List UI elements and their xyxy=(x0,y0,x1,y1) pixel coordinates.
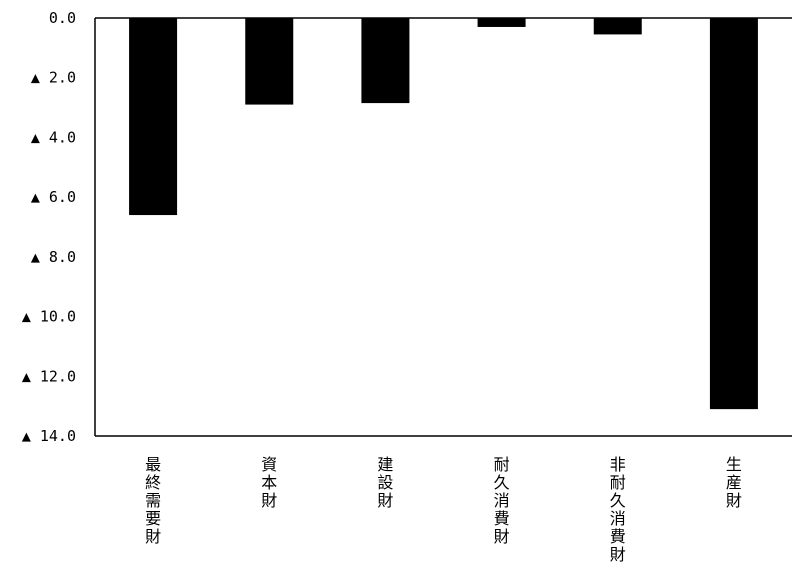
bar xyxy=(593,18,642,35)
bars-group xyxy=(129,18,758,410)
bar xyxy=(477,18,526,27)
bar xyxy=(245,18,294,105)
bar xyxy=(709,18,758,410)
y-tick-label: ▲ 12.0 xyxy=(22,367,76,385)
x-category-labels: 最終需要財 資本財 建設財 耐久消費財 非耐久消費財 生産財 xyxy=(145,455,742,564)
y-tick-label: 0.0 xyxy=(49,9,76,27)
x-category-label: 耐久消費財 xyxy=(494,455,510,546)
bar xyxy=(361,18,410,104)
y-tick-label: ▲ 6.0 xyxy=(31,188,76,206)
x-category-label: 生産財 xyxy=(726,455,742,510)
x-category-label: 建設財 xyxy=(377,455,393,510)
y-tick-label: ▲ 10.0 xyxy=(22,308,76,326)
x-category-label: 非耐久消費財 xyxy=(610,455,626,564)
x-category-label: 最終需要財 xyxy=(145,455,161,546)
bar xyxy=(129,18,178,216)
y-tick-label: ▲ 2.0 xyxy=(31,69,76,87)
x-category-label: 資本財 xyxy=(261,455,277,510)
y-tick-label: ▲ 8.0 xyxy=(31,248,76,266)
y-tick-labels: 0.0 ▲ 2.0 ▲ 4.0 ▲ 6.0 ▲ 8.0 ▲ 10.0 ▲ 12.0 ▲ 14.… xyxy=(22,9,76,445)
y-tick-label: ▲ 14.0 xyxy=(22,427,76,445)
y-tick-label: ▲ 4.0 xyxy=(31,128,76,146)
